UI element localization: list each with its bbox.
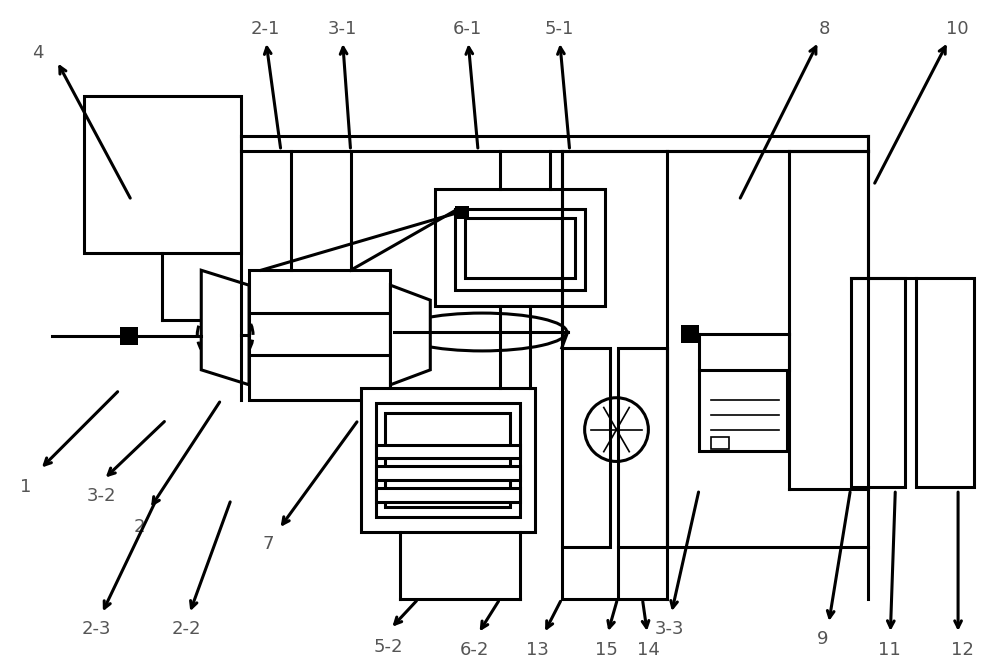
Bar [562, 348, 610, 547]
Text: 6-1: 6-1 [453, 21, 482, 38]
Ellipse shape [397, 313, 567, 351]
Bar [711, 436, 729, 448]
Text: 7: 7 [263, 535, 274, 553]
Text: 1: 1 [20, 478, 31, 497]
Text: 13: 13 [526, 640, 549, 658]
Text: 5-2: 5-2 [374, 638, 403, 656]
Text: 14: 14 [637, 640, 660, 658]
Text: 8: 8 [819, 21, 830, 38]
Bar [465, 219, 575, 278]
Bar [699, 370, 787, 452]
Polygon shape [201, 271, 249, 385]
Bar [455, 206, 469, 219]
Bar [455, 209, 585, 290]
Text: 5-1: 5-1 [545, 21, 574, 38]
Bar [84, 96, 241, 253]
Text: 10: 10 [946, 21, 969, 38]
Text: 12: 12 [951, 640, 974, 658]
Bar [376, 444, 520, 459]
Text: 11: 11 [878, 640, 901, 658]
Text: 3-2: 3-2 [87, 487, 116, 505]
Bar [376, 489, 520, 503]
Polygon shape [390, 285, 430, 385]
Bar [916, 278, 974, 487]
Bar [435, 188, 605, 306]
Text: 6-2: 6-2 [460, 640, 490, 658]
Bar [681, 325, 699, 343]
Bar [120, 327, 138, 345]
Bar [376, 402, 520, 517]
Text: 2-1: 2-1 [251, 21, 280, 38]
Text: 3-3: 3-3 [654, 620, 684, 638]
Bar [851, 278, 905, 487]
Text: 3-1: 3-1 [328, 21, 357, 38]
Text: 2-2: 2-2 [171, 620, 201, 638]
Bar [249, 271, 390, 400]
Text: 2: 2 [134, 518, 145, 536]
Bar [618, 348, 667, 547]
Text: 9: 9 [817, 630, 828, 648]
Text: 2-3: 2-3 [82, 620, 111, 638]
Text: 15: 15 [595, 640, 617, 658]
Bar [361, 388, 535, 532]
Text: 4: 4 [32, 44, 43, 62]
Bar [385, 412, 510, 507]
Bar [376, 467, 520, 481]
